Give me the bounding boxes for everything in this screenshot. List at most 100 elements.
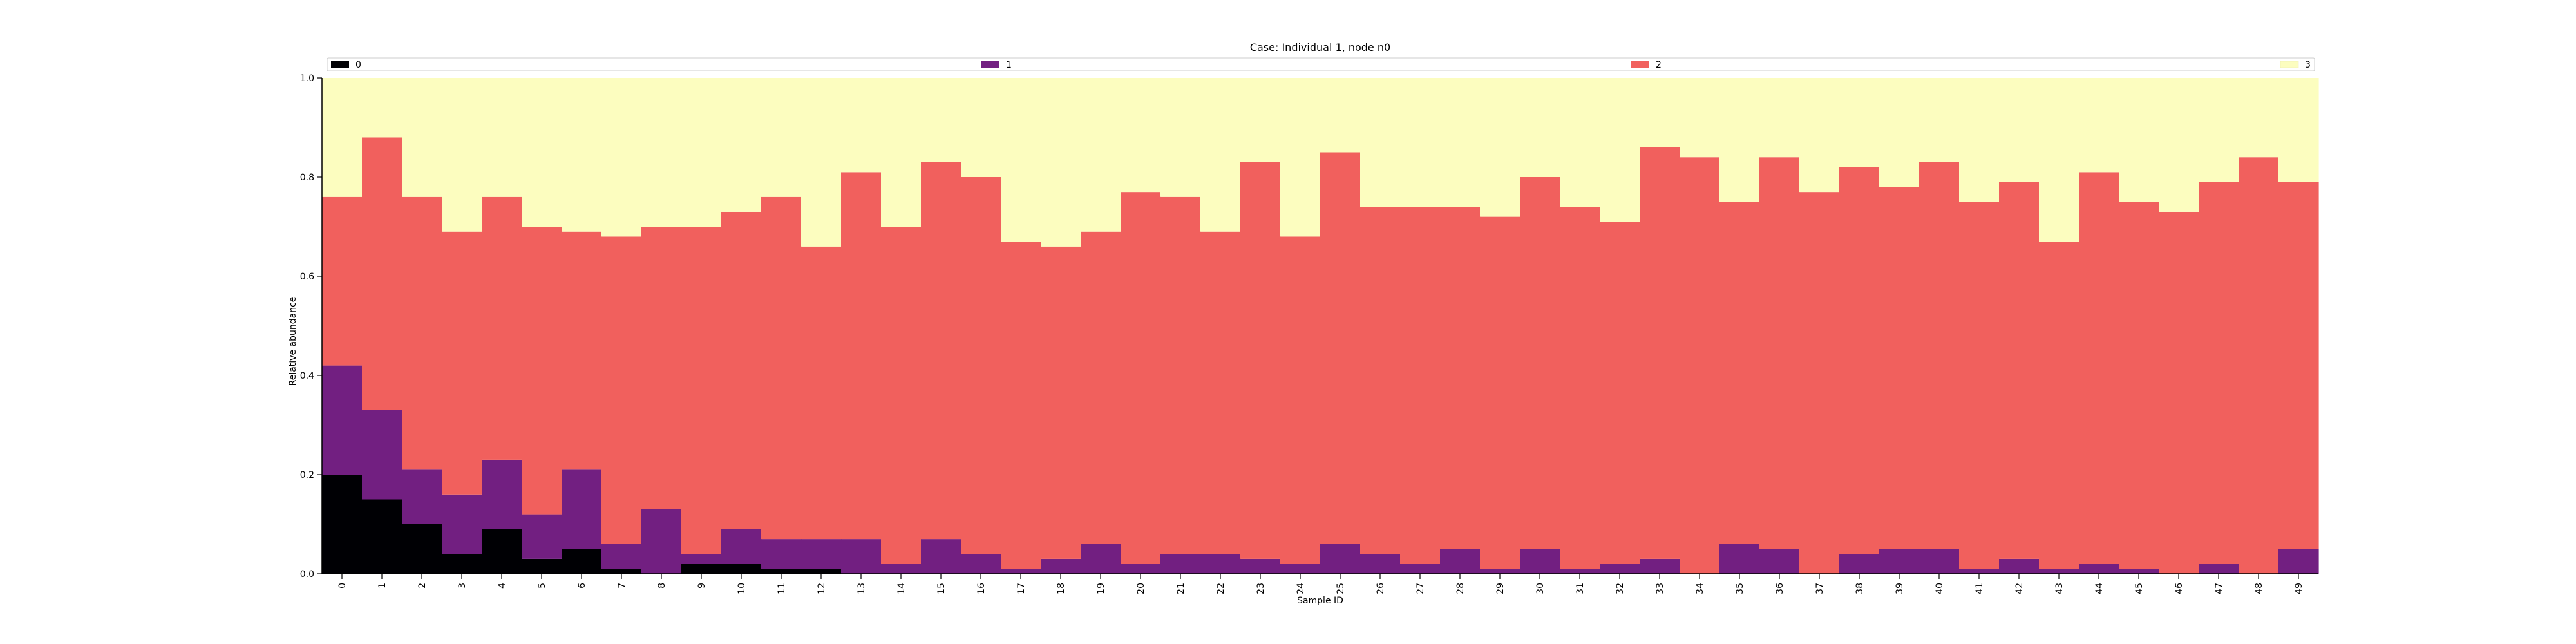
- bar-series-1-sample-26: [1360, 554, 1401, 574]
- bar-series-3-sample-13: [841, 78, 882, 173]
- x-tick-label-9: 9: [697, 583, 707, 589]
- bar-series-1-sample-36: [1759, 549, 1800, 574]
- x-tick-label-36: 36: [1775, 583, 1785, 594]
- bar-series-2-sample-47: [2199, 182, 2239, 564]
- bar-series-3-sample-40: [1919, 78, 1960, 162]
- bar-series-3-sample-2: [402, 78, 442, 197]
- bar-series-3-sample-36: [1759, 78, 1800, 158]
- bar-series-1-sample-44: [2079, 564, 2119, 574]
- x-tick-label-31: 31: [1575, 583, 1586, 594]
- bar-series-3-sample-26: [1360, 78, 1401, 207]
- x-tick-label-17: 17: [1016, 583, 1027, 594]
- bar-series-2-sample-38: [1839, 167, 1880, 554]
- x-tick-label-5: 5: [537, 583, 547, 589]
- chart-title: Case: Individual 1, node n0: [1250, 41, 1390, 53]
- x-tick-label-22: 22: [1216, 583, 1226, 594]
- bar-series-1-sample-11: [761, 539, 802, 569]
- bar-series-1-sample-31: [1560, 569, 1600, 574]
- bar-series-0-sample-9: [681, 564, 722, 574]
- x-tick-label-12: 12: [817, 583, 827, 594]
- bar-series-1-sample-13: [841, 539, 882, 574]
- bar-series-1-sample-3: [442, 494, 482, 554]
- legend-frame: [327, 57, 2315, 71]
- bar-series-2-sample-20: [1121, 192, 1161, 564]
- bar-series-0-sample-10: [721, 564, 762, 574]
- x-tick-label-18: 18: [1056, 583, 1066, 594]
- bar-series-2-sample-22: [1200, 231, 1241, 554]
- x-tick-label-45: 45: [2134, 583, 2145, 594]
- x-tick-label-44: 44: [2094, 583, 2105, 594]
- bar-series-0-sample-4: [482, 529, 522, 574]
- bar-series-1-sample-28: [1440, 549, 1481, 574]
- bar-series-3-sample-21: [1160, 78, 1201, 197]
- bar-series-1-sample-38: [1839, 554, 1880, 574]
- x-tick-label-14: 14: [896, 583, 907, 594]
- bar-series-3-sample-6: [562, 78, 602, 232]
- bar-series-1-sample-33: [1640, 558, 1680, 574]
- bar-series-2-sample-16: [961, 177, 1001, 554]
- bar-series-3-sample-37: [1799, 78, 1840, 193]
- legend: 0 1 2 3: [327, 57, 2315, 71]
- bar-series-1-sample-5: [522, 514, 562, 559]
- x-tick-label-10: 10: [737, 583, 747, 594]
- bar-series-2-sample-33: [1640, 147, 1680, 559]
- x-tick-label-29: 29: [1495, 583, 1506, 594]
- bar-series-1-sample-43: [2039, 569, 2079, 574]
- bar-series-2-sample-11: [761, 196, 802, 540]
- bar-series-1-sample-25: [1320, 544, 1361, 574]
- bar-series-2-sample-2: [402, 196, 442, 470]
- bar-series-3-sample-33: [1640, 78, 1680, 147]
- bar-series-0-sample-0: [322, 475, 363, 574]
- bar-series-1-sample-39: [1879, 549, 1920, 574]
- bar-series-3-sample-1: [362, 78, 402, 138]
- bar-series-2-sample-31: [1560, 207, 1600, 569]
- bar-series-1-sample-7: [601, 544, 642, 569]
- bar-series-1-sample-21: [1160, 554, 1201, 574]
- bar-series-1-sample-47: [2199, 564, 2239, 574]
- bar-series-2-sample-39: [1879, 187, 1920, 549]
- x-tick-label-48: 48: [2254, 583, 2264, 594]
- bar-series-2-sample-29: [1480, 216, 1520, 569]
- bar-series-3-sample-38: [1839, 78, 1880, 167]
- x-tick-label-4: 4: [497, 583, 507, 589]
- bar-series-3-sample-49: [2278, 78, 2319, 182]
- bar-series-3-sample-16: [961, 78, 1001, 177]
- bar-series-1-sample-49: [2278, 549, 2319, 574]
- bar-series-0-sample-11: [761, 569, 802, 574]
- bar-series-3-sample-9: [681, 78, 722, 227]
- bar-series-0-sample-12: [801, 569, 842, 574]
- bar-series-1-sample-10: [721, 529, 762, 564]
- bar-series-2-sample-37: [1799, 192, 1840, 574]
- bar-series-3-sample-24: [1280, 78, 1321, 237]
- legend-swatch-2: [1631, 61, 1649, 68]
- x-tick-label-19: 19: [1096, 583, 1106, 594]
- bar-series-1-sample-0: [322, 365, 363, 475]
- bar-series-1-sample-22: [1200, 554, 1241, 574]
- bar-series-1-sample-19: [1081, 544, 1121, 574]
- bar-series-3-sample-27: [1400, 78, 1441, 207]
- bar-series-1-sample-41: [1959, 569, 2000, 574]
- x-tick-label-11: 11: [777, 583, 787, 594]
- legend-label-3: 3: [2305, 60, 2311, 70]
- legend-swatch-3: [2280, 61, 2299, 68]
- y-tick-label-0.4: 0.4: [300, 371, 314, 381]
- bar-series-1-sample-27: [1400, 564, 1441, 574]
- x-tick-label-25: 25: [1336, 583, 1346, 594]
- bar-series-0-sample-7: [601, 569, 642, 574]
- bar-series-2-sample-23: [1240, 162, 1281, 559]
- bar-series-1-sample-20: [1121, 564, 1161, 574]
- bar-series-1-sample-32: [1600, 564, 1640, 574]
- bar-series-3-sample-5: [522, 78, 562, 227]
- bar-series-3-sample-8: [641, 78, 682, 227]
- bar-series-3-sample-34: [1680, 78, 1720, 158]
- bar-series-3-sample-28: [1440, 78, 1481, 207]
- bar-series-0-sample-3: [442, 554, 482, 574]
- bar-series-1-sample-2: [402, 469, 442, 524]
- bar-series-2-sample-48: [2239, 157, 2279, 574]
- bar-series-1-sample-8: [641, 509, 682, 574]
- legend-label-1: 1: [1006, 60, 1012, 70]
- x-tick-label-24: 24: [1296, 583, 1306, 594]
- bars: [322, 78, 2319, 574]
- bar-series-2-sample-32: [1600, 222, 1640, 564]
